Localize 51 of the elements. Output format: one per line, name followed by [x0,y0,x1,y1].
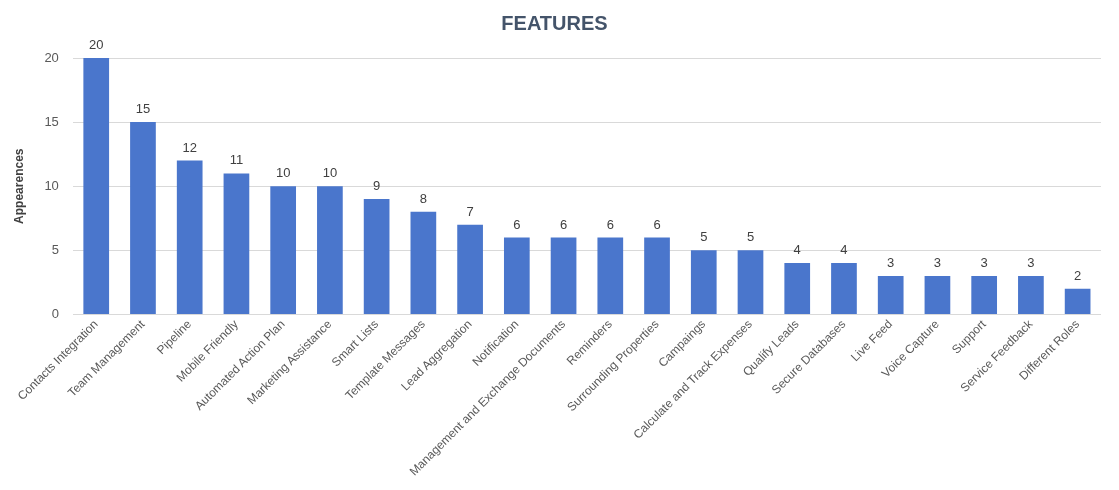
bar [176,160,203,314]
data-label: 5 [700,229,708,245]
bar [737,250,764,314]
y-tick-label: 0 [51,305,59,321]
data-label: 6 [559,216,568,232]
y-tick-label: 10 [44,177,59,193]
data-label: 4 [793,242,801,258]
bar [1018,275,1044,314]
data-label: 11 [229,152,244,168]
data-label: 10 [322,165,338,181]
bar [410,211,437,314]
data-label: 8 [419,190,427,206]
data-label: 7 [466,203,474,219]
y-tick-label: 5 [51,241,59,257]
data-label: 2 [1074,267,1082,283]
y-tick-label: 20 [44,49,59,65]
data-label: 6 [513,216,521,232]
bar [270,186,297,314]
y-axis-title: Appearences [11,148,26,224]
bar [83,58,110,314]
bar [644,237,670,314]
bar [503,237,530,314]
data-label: 15 [135,101,151,117]
bar [550,237,577,314]
data-label: 20 [88,37,104,53]
data-label: 5 [746,229,755,245]
bar [971,275,998,314]
bar [784,263,811,314]
bar [363,199,390,314]
data-label: 4 [840,242,848,258]
chart-title: FEATURES [501,11,608,34]
y-tick-label: 15 [44,113,59,129]
bar [223,173,250,314]
bar [924,275,951,314]
bar [317,186,343,314]
bar [457,224,483,314]
data-label: 9 [373,178,381,194]
bar [597,237,624,314]
data-label: 10 [275,165,291,181]
data-label: 6 [653,216,661,232]
bar [831,263,857,314]
data-label: 3 [980,255,988,271]
data-label: 3 [933,255,942,271]
bar [130,122,156,314]
data-label: 12 [182,139,197,155]
bar [690,250,717,314]
data-label: 3 [887,255,895,271]
data-label: 6 [606,216,614,232]
data-label: 3 [1027,255,1035,271]
bar [877,275,904,314]
bar [1064,288,1091,314]
